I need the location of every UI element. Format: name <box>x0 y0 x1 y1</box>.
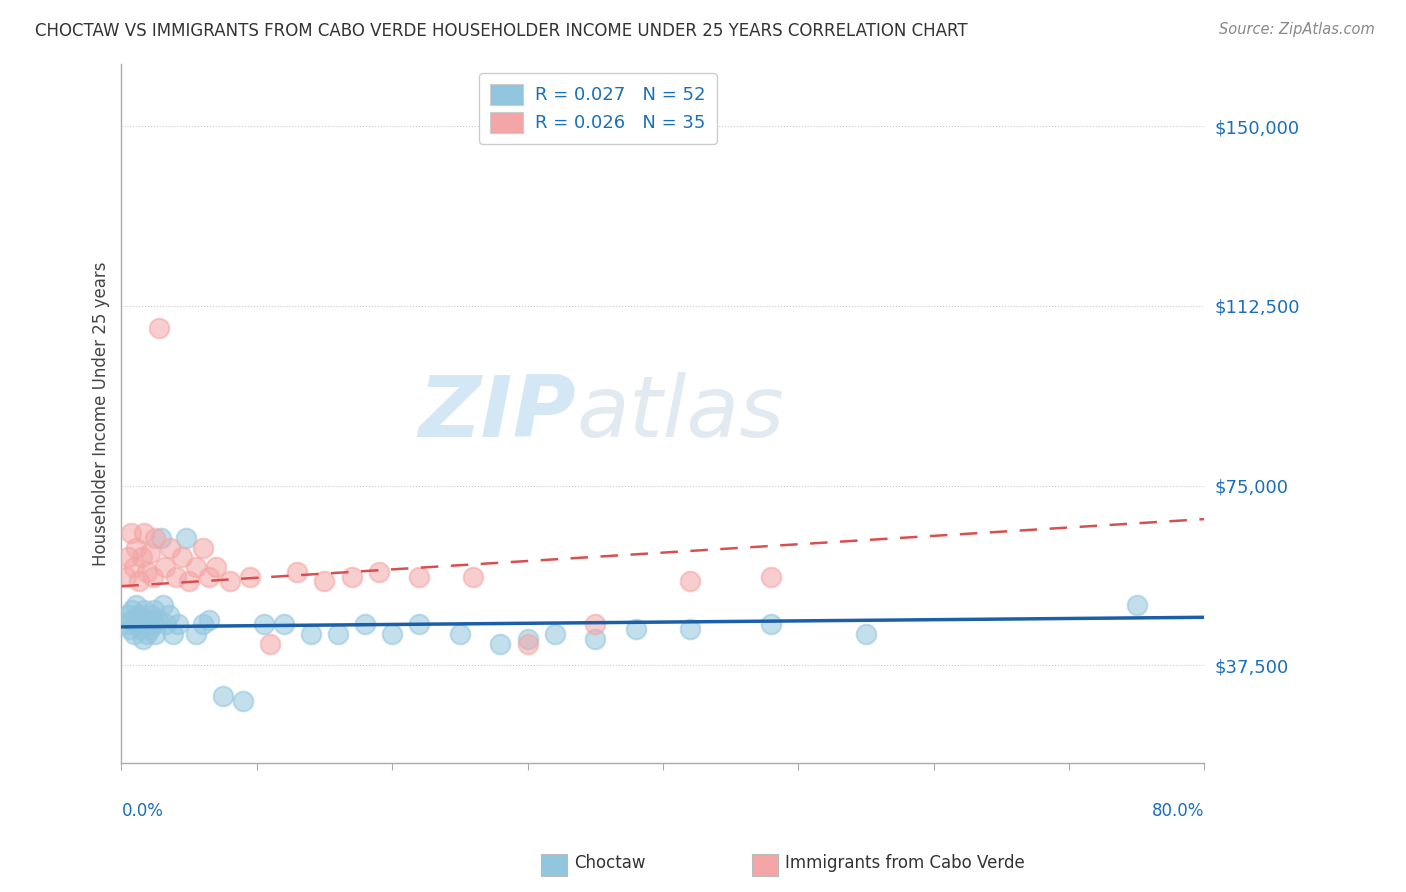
Point <box>184 627 207 641</box>
Point <box>761 617 783 632</box>
Point <box>142 569 165 583</box>
Text: atlas: atlas <box>576 372 785 455</box>
Point <box>172 550 194 565</box>
Point <box>115 617 138 632</box>
Point <box>287 565 309 579</box>
Text: 0.0%: 0.0% <box>121 802 163 820</box>
Point <box>142 617 165 632</box>
Point <box>191 617 214 632</box>
Point <box>136 627 159 641</box>
Point <box>136 565 159 579</box>
Point <box>179 574 201 589</box>
Point <box>162 627 184 641</box>
Point <box>125 541 148 555</box>
Point <box>124 613 146 627</box>
Point <box>543 627 565 641</box>
Text: ZIP: ZIP <box>419 372 576 455</box>
Point <box>155 617 177 632</box>
Point <box>167 617 190 632</box>
Point <box>114 569 136 583</box>
Point <box>120 526 142 541</box>
Point <box>489 637 512 651</box>
Point <box>176 531 198 545</box>
Point <box>159 541 181 555</box>
Point <box>463 569 485 583</box>
Point <box>205 560 228 574</box>
Point <box>129 622 152 636</box>
Point <box>149 531 172 545</box>
Point <box>239 569 262 583</box>
Point <box>679 574 702 589</box>
Point <box>354 617 377 632</box>
Point <box>624 622 647 636</box>
Point <box>153 560 176 574</box>
Point <box>218 574 240 589</box>
Point <box>165 569 187 583</box>
Point <box>679 622 702 636</box>
Point <box>583 632 606 646</box>
Point <box>138 613 160 627</box>
Point <box>117 607 139 622</box>
Point <box>143 627 166 641</box>
Text: CHOCTAW VS IMMIGRANTS FROM CABO VERDE HOUSEHOLDER INCOME UNDER 25 YEARS CORRELAT: CHOCTAW VS IMMIGRANTS FROM CABO VERDE HO… <box>35 22 967 40</box>
Point <box>408 617 430 632</box>
Point <box>122 560 145 574</box>
Point <box>198 569 221 583</box>
Point <box>381 627 404 641</box>
Point <box>141 607 163 622</box>
Point <box>134 526 156 541</box>
Point <box>131 613 153 627</box>
Point <box>516 632 538 646</box>
Legend: R = 0.027   N = 52, R = 0.026   N = 35: R = 0.027 N = 52, R = 0.026 N = 35 <box>479 73 717 144</box>
Text: 80.0%: 80.0% <box>1152 802 1205 820</box>
Point <box>299 627 322 641</box>
Point <box>125 599 148 613</box>
Point <box>146 613 169 627</box>
Point <box>198 613 221 627</box>
Point <box>139 622 162 636</box>
Point <box>516 637 538 651</box>
Point <box>212 690 235 704</box>
Y-axis label: Householder Income Under 25 years: Householder Income Under 25 years <box>93 261 110 566</box>
Text: Choctaw: Choctaw <box>574 854 645 871</box>
Point <box>121 603 143 617</box>
Point <box>120 613 142 627</box>
Text: Immigrants from Cabo Verde: Immigrants from Cabo Verde <box>785 854 1025 871</box>
Point <box>252 617 274 632</box>
Point <box>118 622 141 636</box>
Point <box>449 627 471 641</box>
Point <box>127 617 149 632</box>
Point <box>134 603 156 617</box>
Point <box>122 627 145 641</box>
Point <box>340 569 363 583</box>
Point <box>326 627 349 641</box>
Point <box>1125 599 1147 613</box>
Point <box>232 694 254 708</box>
Point <box>117 550 139 565</box>
Point <box>128 607 150 622</box>
Point <box>855 627 877 641</box>
Point <box>184 560 207 574</box>
Point <box>132 632 155 646</box>
Point <box>191 541 214 555</box>
Point <box>157 607 180 622</box>
Point <box>314 574 336 589</box>
Point <box>128 574 150 589</box>
Point <box>131 550 153 565</box>
Point <box>259 637 281 651</box>
Point <box>148 320 170 334</box>
Text: Source: ZipAtlas.com: Source: ZipAtlas.com <box>1219 22 1375 37</box>
Point <box>367 565 389 579</box>
Point <box>139 546 162 560</box>
Point <box>152 599 174 613</box>
Point <box>761 569 783 583</box>
Point <box>273 617 295 632</box>
Point <box>583 617 606 632</box>
Point <box>142 603 165 617</box>
Point <box>408 569 430 583</box>
Point <box>135 617 157 632</box>
Point <box>143 531 166 545</box>
